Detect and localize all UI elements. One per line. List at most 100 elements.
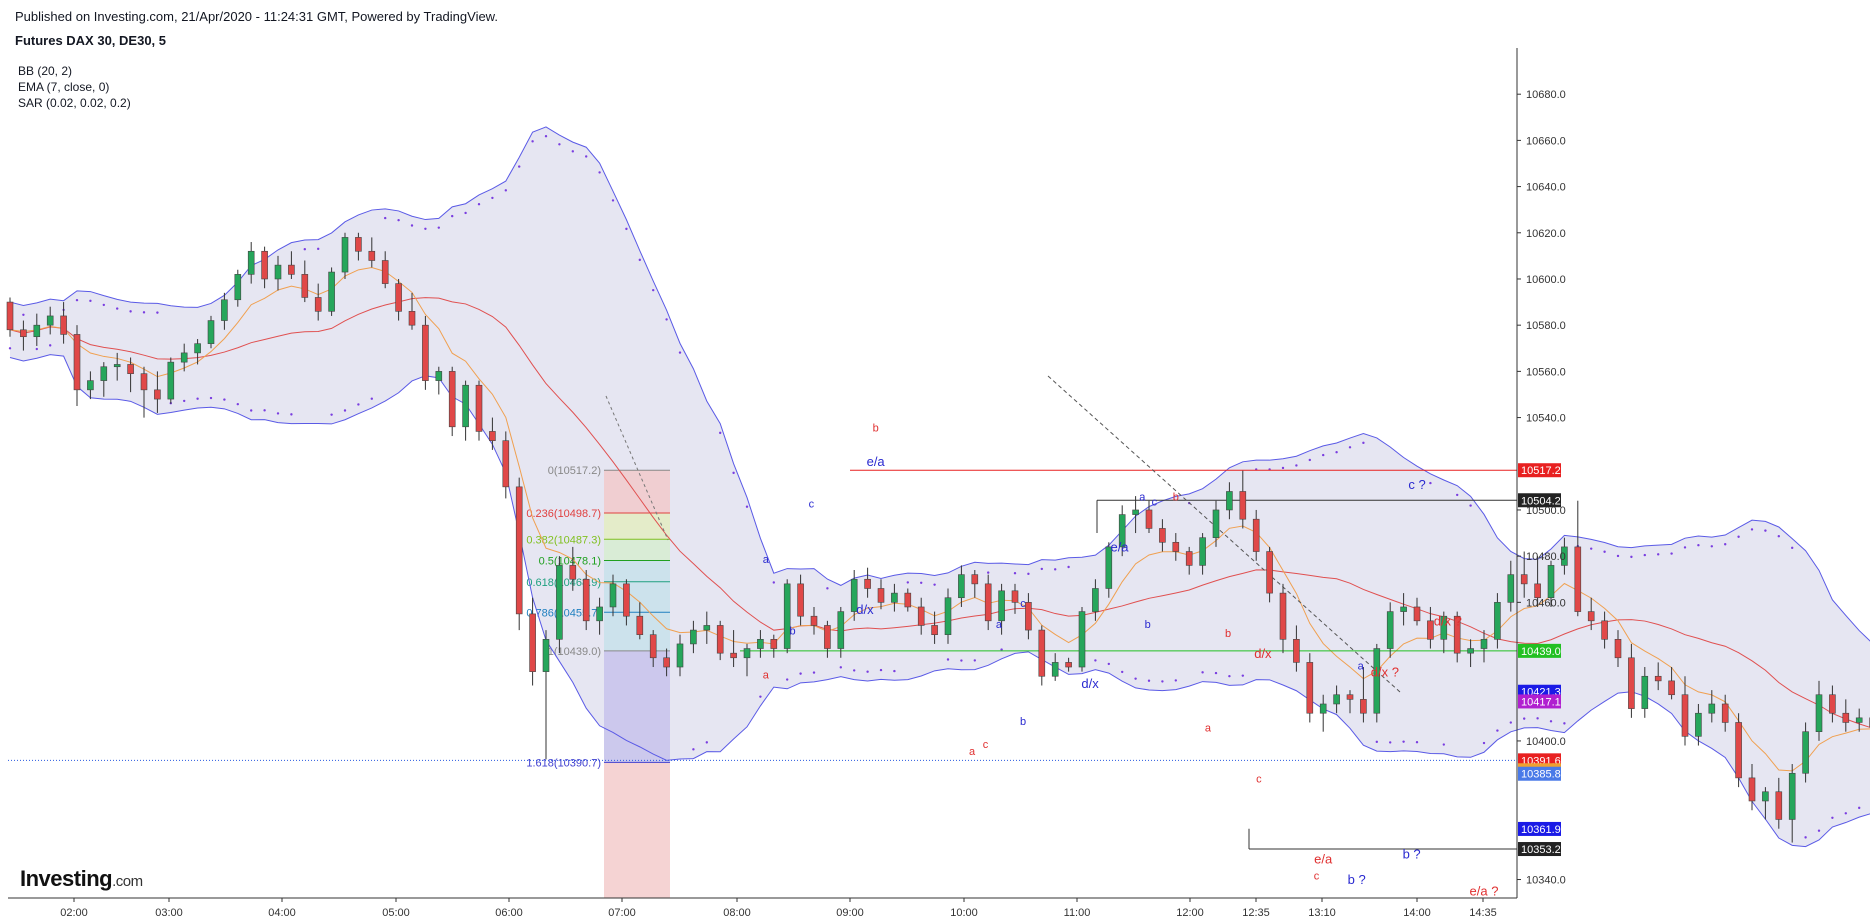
sar-dot	[129, 310, 132, 313]
candle-body	[234, 274, 242, 301]
sar-dot	[866, 670, 869, 673]
candle-body	[1534, 583, 1541, 599]
indicator-legend: BB (20, 2) EMA (7, close, 0) SAR (0.02, …	[18, 63, 131, 111]
candle-body	[596, 606, 603, 622]
candle-body	[60, 315, 67, 335]
wave-label: c	[809, 499, 815, 511]
candle-body	[984, 583, 992, 622]
sar-dot	[705, 741, 708, 744]
sar-dot	[236, 402, 239, 406]
sar-dot	[223, 398, 226, 401]
sar-dot	[786, 678, 789, 681]
candle-body	[1118, 514, 1126, 548]
candle-body	[1721, 703, 1729, 723]
candle-body	[368, 250, 376, 261]
candle-body	[730, 652, 737, 659]
sar-dot	[1456, 493, 1459, 497]
candle-body	[194, 343, 201, 354]
indicator-ema: EMA (7, close, 0)	[18, 80, 110, 94]
sar-dot	[1402, 740, 1405, 743]
bollinger-fill	[10, 126, 1870, 847]
candle-body	[1025, 602, 1032, 631]
wave-label: a	[1358, 660, 1365, 672]
x-tick-label: 11:00	[1064, 907, 1091, 919]
sar-dot	[732, 471, 735, 475]
candle-body	[891, 592, 898, 603]
candle-body	[1011, 590, 1019, 603]
candle-body	[1373, 648, 1381, 714]
candle-body	[140, 373, 148, 391]
sar-dot	[531, 140, 534, 143]
candle-body	[636, 615, 644, 635]
sar-dot	[89, 299, 92, 303]
sar-dot	[1067, 565, 1070, 569]
price-tag	[1518, 694, 1561, 709]
candle-body	[1748, 777, 1756, 802]
candle-body	[328, 271, 335, 312]
candle-body	[1092, 588, 1099, 612]
sar-dot	[1308, 458, 1312, 462]
candle-body	[1145, 509, 1153, 529]
candle-body	[1065, 662, 1072, 668]
candle-body	[1306, 662, 1314, 714]
candle-body	[1105, 546, 1113, 589]
sar-dot	[1201, 671, 1204, 674]
candle-body	[877, 588, 885, 603]
sar-dot	[1697, 544, 1700, 547]
sar-dot	[973, 659, 976, 662]
sar-dot	[317, 247, 320, 251]
candle-body	[515, 486, 523, 615]
price-tag-label: 10417.1	[1521, 696, 1561, 708]
fib-zone-05	[604, 539, 670, 561]
bollinger-upper	[9, 126, 1870, 642]
sar-dot	[1657, 553, 1660, 556]
candle-body	[20, 329, 27, 338]
sar-dot	[343, 409, 347, 412]
wave-label: b ?	[1348, 872, 1366, 887]
candle-body	[971, 574, 979, 585]
sar-dot	[1107, 662, 1111, 666]
fib-level-label: 0.786(10455.7)	[526, 607, 601, 619]
candle-body	[422, 324, 429, 381]
candle-body	[757, 639, 764, 649]
sar-dot	[1000, 648, 1003, 651]
candle-body	[261, 250, 268, 280]
candle-body	[288, 264, 295, 275]
candle-body	[46, 315, 54, 326]
x-tick-label: 14:00	[1403, 907, 1431, 919]
candle-body	[1614, 639, 1622, 659]
sar-dot	[1563, 722, 1566, 725]
sar-dot	[1603, 550, 1606, 553]
fib-level-label: 1(10439.0)	[548, 646, 601, 658]
sar-dot	[1094, 659, 1097, 662]
sar-dot	[1281, 466, 1285, 470]
sar-dot	[196, 397, 199, 400]
candle-body	[1440, 615, 1448, 640]
sar-dot	[22, 313, 25, 316]
sar-dot	[35, 347, 38, 351]
sar-dot	[1590, 547, 1593, 550]
fib-level-label: 1.618(10390.7)	[526, 757, 601, 769]
wave-label: c ?	[1408, 477, 1425, 492]
sar-dot	[1724, 543, 1727, 546]
wave-label: e/a ?	[1470, 884, 1499, 899]
x-tick-label: 07:00	[608, 907, 636, 919]
sar-dot	[558, 143, 561, 146]
sar-dot	[1295, 464, 1298, 467]
sar-dot	[357, 403, 360, 406]
candle-body	[864, 578, 871, 589]
candle-body	[998, 590, 1005, 622]
sar-dot	[75, 298, 79, 302]
sar-dot	[1710, 545, 1714, 548]
sar-dot	[102, 303, 106, 307]
candle-body	[408, 311, 416, 326]
sar-dot	[250, 409, 253, 412]
candle-body	[301, 274, 309, 298]
bollinger-basis	[9, 297, 1870, 728]
price-tag	[1518, 766, 1561, 781]
candle-body	[609, 583, 617, 608]
price-tag-label: 10353.2	[1521, 844, 1561, 856]
candle-body	[1051, 662, 1059, 677]
candle-body	[1427, 620, 1434, 640]
